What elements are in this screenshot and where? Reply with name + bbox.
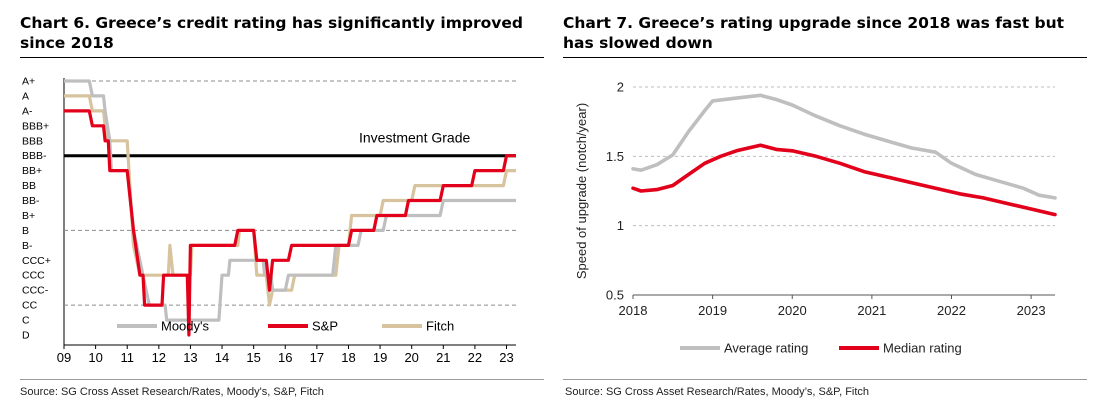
chart6-y-tick-ccc: CCC- — [22, 285, 49, 297]
chart6-plot: A+AA-BBB+BBBBBB-BB+BBBB-B+BB-CCC+CCCCCC-… — [22, 76, 516, 365]
chart7-legend: Average rating Median rating — [680, 341, 962, 356]
chart6-x-tick-11: 11 — [120, 350, 134, 365]
chart6-source-rule — [20, 379, 544, 380]
chart6-y-tick-bb: BB — [22, 180, 36, 192]
chart6-x-tick-15: 15 — [246, 350, 260, 365]
chart6-y-tick-bb: BB+ — [22, 165, 42, 177]
chart6-legend: Moody's S&P Fitch — [117, 319, 454, 334]
chart6-y-tick-a: A- — [22, 105, 33, 117]
chart6-y-tick-bbb: BBB- — [22, 150, 47, 162]
chart6-x-tick-14: 14 — [215, 350, 229, 365]
chart6-x-tick-13: 13 — [183, 350, 197, 365]
chart6-y-tick-b: B — [22, 225, 29, 237]
chart6-y-tick-ccc: CCC — [22, 270, 45, 282]
chart6-y-tick-cc: CC — [22, 300, 38, 312]
chart7-y-tick-1-5: 1.5 — [606, 149, 624, 164]
chart7-series — [631, 93, 1057, 217]
chart7-title: Chart 7. Greece’s rating upgrade since 2… — [563, 14, 1065, 52]
chart6-y-tick-labels: A+AA-BBB+BBBBBB-BB+BBBB-B+BB-CCC+CCCCCC-… — [22, 76, 51, 342]
chart7-x-tick-2023: 2023 — [1017, 303, 1046, 318]
chart6-x-tick-17: 17 — [310, 350, 324, 365]
chart6-y-tick-bb: BB- — [22, 195, 40, 207]
chart6-x-tick-12: 12 — [152, 350, 166, 365]
chart7-x-tick-2019: 2019 — [698, 303, 727, 318]
chart6-x-tick-22: 22 — [468, 350, 482, 365]
chart6-x-tick-18: 18 — [341, 350, 355, 365]
chart6-y-tick-ccc: CCC+ — [22, 255, 51, 267]
chart6-gridlines — [63, 78, 516, 346]
chart6-x-tick-21: 21 — [436, 350, 450, 365]
chart6-y-tick-b: B+ — [22, 210, 35, 222]
chart6-x-tick-labels: 09 10 11 12 13 14 15 16 17 18 19 20 21 22 23 — [57, 345, 514, 365]
chart6-y-tick-b: B- — [22, 240, 33, 252]
chart6-y-tick-a: A+ — [22, 76, 35, 88]
chart6-x-tick-09: 09 — [57, 350, 71, 365]
chart6-y-tick-bbb: BBB+ — [22, 120, 49, 132]
chart6-legend-label-s-p: S&P — [312, 319, 338, 334]
chart7-y-tick-labels: 0.5 1 1.5 2 — [606, 80, 624, 303]
chart7-x-tick-2020: 2020 — [778, 303, 807, 318]
chart7-y-axis-label: Speed of upgrade (notch/year) — [574, 103, 589, 279]
chart7-x-tick-labels: 2018 2019 2020 2021 2022 2023 — [619, 295, 1046, 318]
chart7-title-rule — [563, 57, 1087, 58]
chart7-gridlines — [633, 86, 1055, 296]
chart7-source-rule — [563, 379, 1087, 380]
chart6-title: Chart 6. Greece’s credit rating has sign… — [20, 14, 523, 52]
chart6-y-tick-c: C — [22, 315, 30, 327]
chart6-legend-label-fitch: Fitch — [426, 319, 454, 334]
chart6-series — [64, 79, 516, 337]
chart6-x-tick-19: 19 — [373, 350, 387, 365]
chart7-legend-label-average-rating: Average rating — [724, 341, 808, 356]
chart6-x-tick-23: 23 — [499, 350, 513, 365]
chart6-x-tick-10: 10 — [88, 350, 102, 365]
chart6-legend-label-moody-s: Moody's — [161, 319, 210, 334]
chart6-y-tick-a: A — [22, 90, 29, 102]
chart6-series-s-p — [64, 109, 516, 337]
chart7-source: Source: SG Cross Asset Research/Rates, M… — [565, 386, 870, 398]
chart7-x-tick-2018: 2018 — [619, 303, 648, 318]
chart6-x-tick-16: 16 — [278, 350, 292, 365]
investment-grade-annotation: Investment Grade — [359, 130, 470, 146]
chart6-y-tick-d: D — [22, 330, 30, 342]
chart7-series-median-rating — [631, 143, 1057, 217]
chart6-y-tick-bbb: BBB — [22, 135, 43, 147]
chart6-x-tick-20: 20 — [404, 350, 418, 365]
chart7-x-tick-2022: 2022 — [937, 303, 966, 318]
chart7-y-tick-0-5: 0.5 — [606, 288, 624, 303]
chart7-legend-label-median-rating: Median rating — [883, 341, 962, 356]
chart7-y-tick-1: 1 — [617, 218, 624, 233]
chart7-x-tick-2021: 2021 — [857, 303, 886, 318]
chart7-plot: 0.5 1 1.5 2 2018 2019 2020 2021 2022 2023 Speed … — [574, 80, 1057, 356]
chart6-title-rule — [20, 57, 544, 58]
chart7-series-average-rating — [631, 93, 1057, 200]
chart7-y-tick-2: 2 — [617, 80, 624, 95]
chart6-source: Source: SG Cross Asset Research/Rates, M… — [20, 386, 324, 398]
